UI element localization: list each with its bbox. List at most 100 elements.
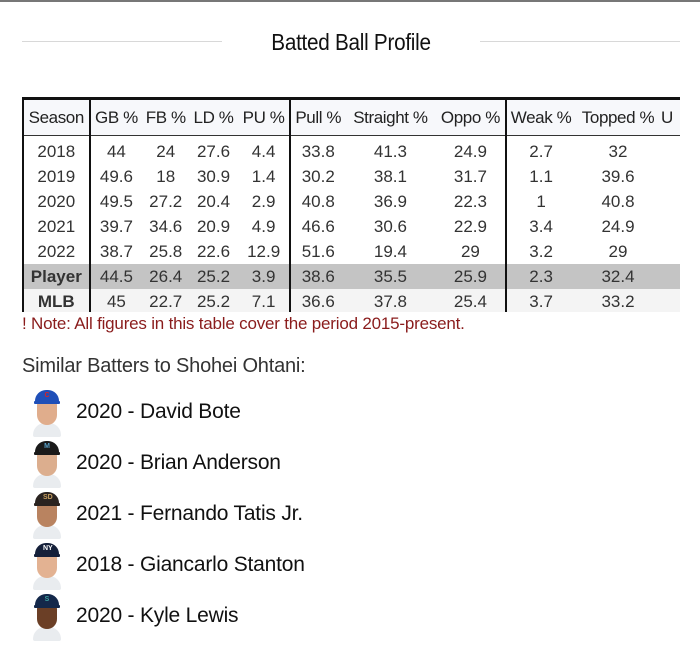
table-row: 2018 44 24 27.6 4.4 33.8 41.3 24.9 2.7 3… <box>22 135 680 165</box>
cell-oppo: 29 <box>460 242 480 261</box>
cell-pull: 30.2 <box>289 164 346 189</box>
cell-weak: 2.7 <box>505 135 576 164</box>
cell-fb: 18 <box>156 167 176 186</box>
col-header-fb[interactable]: FB % <box>142 97 190 136</box>
cell-oppo: 22.9 <box>453 217 487 236</box>
player-headshot-icon: C <box>30 387 64 437</box>
cell-pu: 4.9 <box>251 217 276 236</box>
similar-batters-list: C 2020 - David Bote M 2020 - Brian Ander… <box>30 386 305 641</box>
cell-pull: 38.6 <box>289 264 346 289</box>
table-row: 2020 49.5 27.2 20.4 2.9 40.8 36.9 22.3 1… <box>22 189 680 214</box>
similar-batter-label[interactable]: 2020 - Kyle Lewis <box>76 603 239 627</box>
col-header-gb[interactable]: GB % <box>88 97 143 136</box>
cell-truncated <box>661 214 680 239</box>
similar-batter-item[interactable]: NY 2018 - Giancarlo Stanton <box>30 539 305 590</box>
title-rule-right <box>480 41 680 42</box>
cell-ld: 25.2 <box>189 264 238 289</box>
cell-weak: 1.1 <box>505 164 576 189</box>
cell-gb: 49.6 <box>88 164 143 189</box>
section-header: Batted Ball Profile <box>22 26 680 58</box>
cell-fb: 22.7 <box>142 289 190 312</box>
player-headshot-icon: SD <box>30 489 64 539</box>
cell-fb: 24 <box>156 142 176 161</box>
similar-batter-item[interactable]: C 2020 - David Bote <box>30 386 305 437</box>
cell-fb: 25.8 <box>149 242 183 261</box>
cell-truncated <box>661 239 680 264</box>
similar-batter-label[interactable]: 2018 - Giancarlo Stanton <box>76 552 305 576</box>
col-header-straight[interactable]: Straight % <box>345 97 436 136</box>
col-header-pu[interactable]: PU % <box>237 97 291 136</box>
col-header-pull[interactable]: Pull % <box>289 97 346 136</box>
cell-truncated <box>660 289 680 312</box>
cell-oppo: 25.9 <box>435 264 507 289</box>
cell-straight: 38.1 <box>373 167 407 186</box>
cell-straight: 36.9 <box>373 192 407 211</box>
cell-ld: 25.2 <box>189 289 238 312</box>
cell-pu: 7.1 <box>237 289 291 312</box>
cell-season: 2018 <box>22 135 90 164</box>
table-row: 2019 49.6 18 30.9 1.4 30.2 38.1 31.7 1.1… <box>22 164 680 189</box>
section-title: Batted Ball Profile <box>271 29 431 55</box>
batted-ball-table: Season GB % FB % LD % PU % Pull % Straig… <box>22 97 680 312</box>
cell-topped: 29 <box>608 242 628 261</box>
cell-fb: 27.2 <box>149 192 183 211</box>
cell-oppo: 31.7 <box>453 167 487 186</box>
cell-ld: 20.4 <box>196 192 231 211</box>
cell-oppo: 24.9 <box>453 142 487 161</box>
cell-ld: 20.9 <box>196 217 231 236</box>
cell-weak: 1 <box>505 189 576 214</box>
cell-ld: 30.9 <box>196 167 231 186</box>
cell-pull: 51.6 <box>289 239 346 264</box>
cell-season: 2019 <box>22 164 90 189</box>
cell-weak: 2.3 <box>505 264 576 289</box>
cell-truncated <box>661 164 680 189</box>
col-header-oppo[interactable]: Oppo % <box>435 97 507 136</box>
cell-pu: 4.4 <box>251 142 276 161</box>
similar-batter-label[interactable]: 2021 - Fernando Tatis Jr. <box>76 501 303 525</box>
table-row-mlb: MLB 45 22.7 25.2 7.1 36.6 37.8 25.4 3.7 … <box>22 289 680 312</box>
col-header-truncated[interactable]: U <box>660 97 680 136</box>
cell-gb: 44 <box>88 135 143 164</box>
cell-season: 2020 <box>22 189 90 214</box>
similar-batter-item[interactable]: SD 2021 - Fernando Tatis Jr. <box>30 488 305 539</box>
table-header-row: Season GB % FB % LD % PU % Pull % Straig… <box>22 97 680 136</box>
cell-pu: 3.9 <box>237 264 291 289</box>
cell-season: 2021 <box>22 214 90 239</box>
cell-straight: 41.3 <box>373 142 407 161</box>
cell-truncated <box>661 136 680 165</box>
col-header-season[interactable]: Season <box>22 97 90 136</box>
cell-weak: 3.2 <box>505 239 576 264</box>
batted-ball-table-scroll[interactable]: Season GB % FB % LD % PU % Pull % Straig… <box>22 97 680 312</box>
title-rule-left <box>22 41 222 42</box>
cell-weak: 3.7 <box>505 289 576 312</box>
cell-ld: 22.6 <box>196 242 231 261</box>
cell-topped: 24.9 <box>601 217 635 236</box>
cell-fb: 26.4 <box>142 264 190 289</box>
player-headshot-icon: S <box>30 591 64 641</box>
col-header-topped[interactable]: Topped % <box>575 97 661 136</box>
cell-fb: 34.6 <box>149 217 183 236</box>
similar-batters-title: Similar Batters to Shohei Ohtani: <box>22 355 306 377</box>
cell-pu: 1.4 <box>251 167 276 186</box>
similar-batter-item[interactable]: M 2020 - Brian Anderson <box>30 437 305 488</box>
similar-batter-label[interactable]: 2020 - David Bote <box>76 399 241 423</box>
cell-ld: 27.6 <box>196 142 231 161</box>
cell-gb: 38.7 <box>88 239 143 264</box>
cell-gb: 49.5 <box>88 189 143 214</box>
top-divider <box>0 0 700 2</box>
table-row-player: Player 44.5 26.4 25.2 3.9 38.6 35.5 25.9… <box>22 264 680 289</box>
similar-batter-item[interactable]: S 2020 - Kyle Lewis <box>30 590 305 641</box>
col-header-weak[interactable]: Weak % <box>505 97 576 136</box>
cell-gb: 45 <box>88 289 143 312</box>
table-row: 2021 39.7 34.6 20.9 4.9 46.6 30.6 22.9 3… <box>22 214 680 239</box>
cell-straight: 30.6 <box>373 217 407 236</box>
cell-oppo: 22.3 <box>453 192 487 211</box>
cell-season: Player <box>22 264 90 289</box>
cell-gb: 44.5 <box>88 264 143 289</box>
col-header-ld[interactable]: LD % <box>189 97 238 136</box>
player-headshot-icon: M <box>30 438 64 488</box>
cell-season: MLB <box>22 289 90 312</box>
table-row: 2022 38.7 25.8 22.6 12.9 51.6 19.4 29 3.… <box>22 239 680 264</box>
similar-batter-label[interactable]: 2020 - Brian Anderson <box>76 450 281 474</box>
cell-truncated <box>660 264 680 289</box>
